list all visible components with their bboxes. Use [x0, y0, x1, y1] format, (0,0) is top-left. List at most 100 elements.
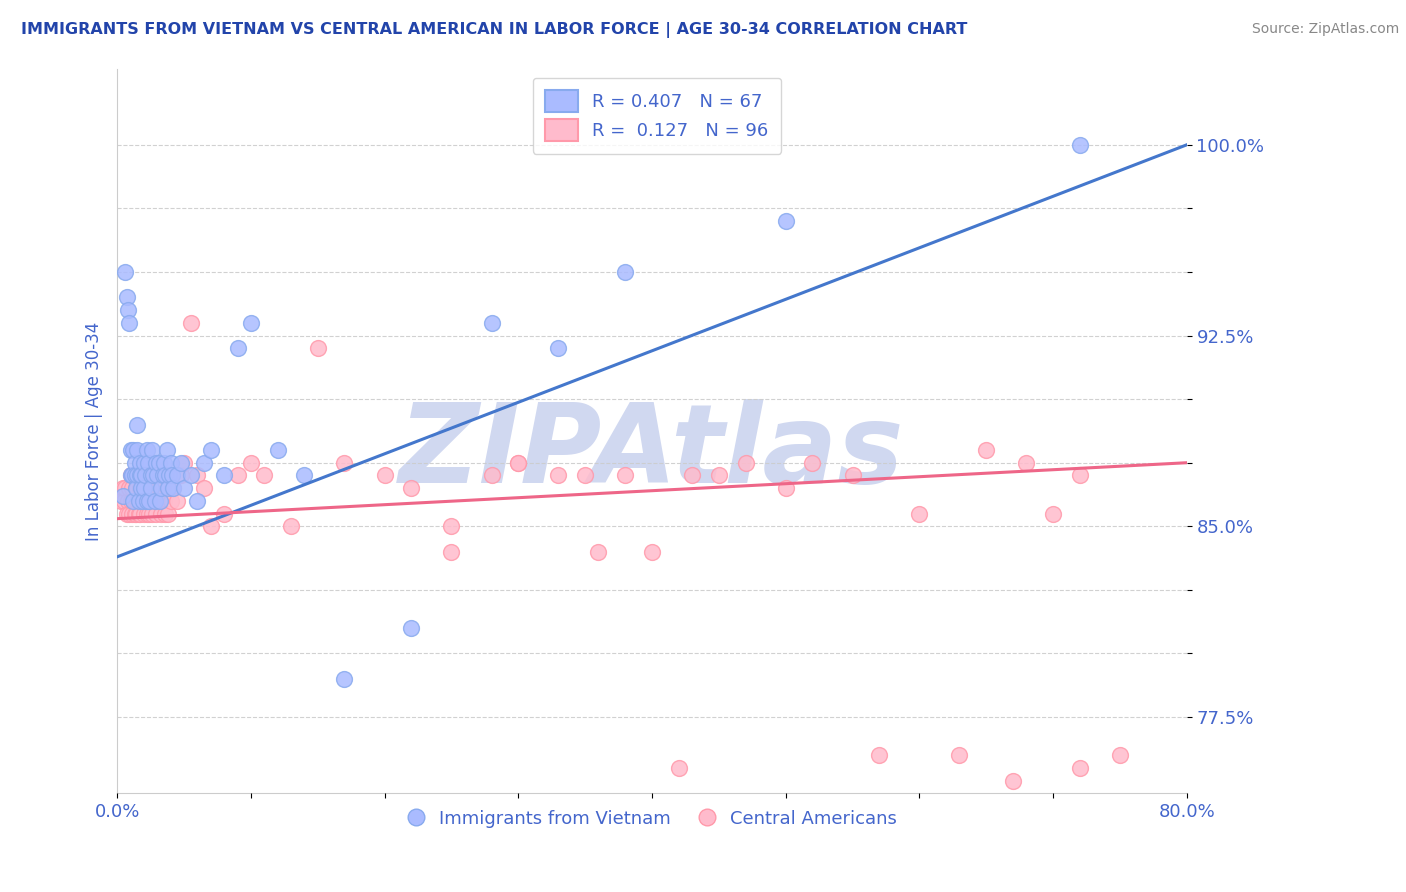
- Point: [136, 456, 159, 470]
- Point: [153, 494, 176, 508]
- Point: [127, 417, 149, 432]
- Point: [226, 468, 249, 483]
- Point: [307, 341, 329, 355]
- Point: [481, 468, 503, 483]
- Point: [226, 341, 249, 355]
- Point: [1069, 137, 1091, 152]
- Point: [150, 507, 173, 521]
- Point: [146, 494, 169, 508]
- Point: [170, 468, 193, 483]
- Point: [142, 468, 165, 483]
- Point: [117, 303, 139, 318]
- Point: [1069, 468, 1091, 483]
- Point: [440, 545, 463, 559]
- Point: [935, 824, 957, 838]
- Point: [775, 214, 797, 228]
- Point: [127, 442, 149, 457]
- Point: [125, 507, 148, 521]
- Point: [170, 456, 193, 470]
- Point: [145, 456, 167, 470]
- Point: [159, 456, 181, 470]
- Point: [401, 621, 423, 635]
- Point: [124, 494, 146, 508]
- Point: [129, 481, 152, 495]
- Point: [162, 481, 184, 495]
- Point: [122, 494, 145, 508]
- Point: [193, 456, 215, 470]
- Point: [132, 481, 155, 495]
- Point: [136, 468, 159, 483]
- Point: [614, 265, 637, 279]
- Point: [141, 442, 163, 457]
- Point: [508, 456, 530, 470]
- Point: [186, 494, 208, 508]
- Point: [1069, 761, 1091, 775]
- Point: [614, 468, 637, 483]
- Point: [121, 481, 143, 495]
- Point: [212, 468, 235, 483]
- Point: [508, 456, 530, 470]
- Point: [132, 456, 155, 470]
- Point: [166, 494, 188, 508]
- Point: [440, 519, 463, 533]
- Point: [135, 507, 157, 521]
- Point: [124, 456, 146, 470]
- Legend: Immigrants from Vietnam, Central Americans: Immigrants from Vietnam, Central America…: [399, 802, 904, 835]
- Point: [1109, 748, 1132, 763]
- Point: [134, 494, 156, 508]
- Point: [775, 481, 797, 495]
- Point: [180, 316, 202, 330]
- Point: [139, 481, 162, 495]
- Point: [173, 456, 195, 470]
- Point: [129, 481, 152, 495]
- Point: [132, 481, 155, 495]
- Text: IMMIGRANTS FROM VIETNAM VS CENTRAL AMERICAN IN LABOR FORCE | AGE 30-34 CORRELATI: IMMIGRANTS FROM VIETNAM VS CENTRAL AMERI…: [21, 22, 967, 38]
- Point: [200, 519, 222, 533]
- Point: [128, 494, 150, 508]
- Point: [122, 494, 145, 508]
- Point: [547, 468, 569, 483]
- Point: [145, 507, 167, 521]
- Point: [135, 442, 157, 457]
- Point: [118, 316, 141, 330]
- Point: [481, 316, 503, 330]
- Point: [122, 468, 145, 483]
- Point: [118, 507, 141, 521]
- Point: [868, 748, 890, 763]
- Point: [121, 468, 143, 483]
- Point: [115, 507, 138, 521]
- Point: [547, 341, 569, 355]
- Point: [401, 481, 423, 495]
- Point: [117, 494, 139, 508]
- Point: [134, 481, 156, 495]
- Point: [333, 456, 356, 470]
- Point: [160, 468, 183, 483]
- Point: [153, 456, 176, 470]
- Point: [110, 494, 132, 508]
- Point: [155, 468, 177, 483]
- Point: [127, 481, 149, 495]
- Point: [131, 494, 153, 508]
- Point: [120, 468, 142, 483]
- Point: [841, 468, 863, 483]
- Point: [801, 456, 824, 470]
- Point: [200, 442, 222, 457]
- Point: [668, 761, 690, 775]
- Point: [128, 494, 150, 508]
- Point: [127, 494, 149, 508]
- Point: [574, 468, 596, 483]
- Point: [180, 468, 202, 483]
- Point: [734, 456, 756, 470]
- Point: [139, 468, 162, 483]
- Point: [239, 456, 262, 470]
- Point: [149, 494, 172, 508]
- Point: [152, 481, 174, 495]
- Point: [111, 481, 134, 495]
- Point: [1042, 507, 1064, 521]
- Point: [127, 468, 149, 483]
- Point: [150, 481, 173, 495]
- Point: [122, 442, 145, 457]
- Point: [143, 481, 166, 495]
- Point: [948, 748, 970, 763]
- Point: [114, 265, 136, 279]
